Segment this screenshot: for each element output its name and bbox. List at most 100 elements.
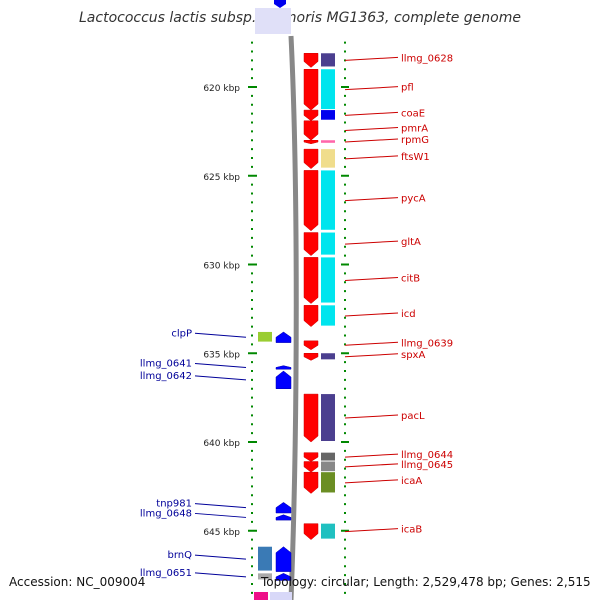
gene-arrow-clpp[interactable] — [275, 331, 292, 343]
cog-box-spxa — [321, 353, 335, 360]
gene-arrow-pyca[interactable] — [303, 170, 319, 232]
minor-dot-right — [344, 591, 346, 594]
gene-label-llmg-0642[interactable]: llmg_0642 — [140, 371, 192, 382]
minor-dot-right — [344, 512, 346, 514]
gene-label-spxa[interactable]: spxA — [401, 350, 425, 361]
gene-arrow-llmg-0641[interactable] — [275, 365, 292, 370]
gene-label-clpp[interactable]: clpP — [171, 328, 192, 339]
faded-feature-bottom — [270, 592, 292, 600]
minor-dot — [251, 520, 253, 523]
gene-label-ftsw1[interactable]: ftsW1 — [401, 152, 430, 163]
gene-arrow-llmg-0639[interactable] — [303, 340, 319, 350]
label-leader — [344, 312, 399, 317]
minor-dot-right — [344, 236, 346, 239]
label-leader — [344, 86, 399, 91]
gene-label-rpmg[interactable]: rpmG — [401, 135, 429, 146]
minor-dot — [251, 139, 253, 142]
gene-label-llmg-0641[interactable]: llmg_0641 — [140, 358, 192, 369]
gene-arrow-tnp981[interactable] — [275, 502, 292, 514]
minor-dot — [251, 219, 253, 222]
gene-label-icd[interactable]: icd — [401, 309, 416, 320]
gene-arrow-icab[interactable] — [303, 523, 319, 540]
label-leader — [344, 138, 399, 143]
cog-box-icab — [321, 523, 335, 539]
minor-dot — [251, 449, 253, 452]
minor-dot-right — [344, 121, 346, 124]
gene-arrow-llmg-0651[interactable] — [275, 573, 292, 581]
gene-label-icab[interactable]: icaB — [401, 525, 422, 536]
gene-arrow-pmra[interactable] — [303, 120, 319, 141]
gene-arrow-brnq[interactable] — [275, 546, 292, 572]
minor-dot-right — [344, 485, 346, 488]
minor-dot — [251, 547, 253, 550]
minor-dot — [251, 423, 253, 426]
tick-label: 645 kbp — [203, 528, 240, 538]
minor-dot-right — [344, 139, 346, 142]
tick-label: 625 kbp — [203, 173, 240, 183]
gene-label-llmg-0639[interactable]: llmg_0639 — [401, 338, 453, 349]
gene-arrow-llmg-0648[interactable] — [275, 514, 292, 521]
minor-dot — [251, 236, 253, 239]
gene-label-llmg-0644[interactable]: llmg_0644 — [401, 450, 453, 461]
minor-dot — [251, 494, 253, 497]
minor-dot-right — [344, 183, 346, 186]
gene-arrow-icaa[interactable] — [303, 471, 319, 494]
cog-box-pacl — [321, 394, 335, 441]
minor-dot-right — [344, 458, 346, 461]
minor-dot-right — [344, 94, 346, 97]
gene-label-pacl[interactable]: pacL — [401, 411, 425, 422]
label-leader — [344, 155, 399, 160]
gene-arrow-llmg-0642[interactable] — [275, 370, 292, 389]
gene-label-pmra[interactable]: pmrA — [401, 123, 428, 134]
minor-dot — [251, 290, 253, 293]
minor-dot-right — [344, 361, 346, 364]
minor-dot — [251, 325, 253, 328]
minor-dot — [251, 183, 253, 186]
gene-label-icaa[interactable]: icaA — [401, 476, 422, 487]
gene-arrow-rpmg[interactable] — [303, 140, 319, 145]
cog-box-pfl — [321, 69, 335, 110]
gene-arrow-glta[interactable] — [303, 232, 319, 256]
minor-dot-right — [344, 201, 346, 204]
minor-dot-right — [344, 476, 346, 479]
minor-dot — [251, 272, 253, 275]
minor-dot-right — [344, 307, 346, 310]
gene-label-glta[interactable]: gltA — [401, 237, 421, 248]
label-leader — [344, 111, 399, 116]
axis-ticks: 620 kbp 625 kbp 630 kbp 635 kbp 640 kbp 645 k… — [203, 84, 349, 538]
minor-dot-right — [344, 343, 346, 346]
gene-label-tnp981[interactable]: tnp981 — [156, 499, 192, 510]
gene-label-brnq[interactable]: brnQ — [168, 550, 193, 561]
gene-label-llmg-0648[interactable]: llmg_0648 — [140, 508, 192, 519]
gene-arrow-coae[interactable] — [303, 109, 319, 122]
label-leader — [344, 463, 399, 468]
gene-arrow-llmg-0628[interactable] — [303, 53, 319, 68]
gene-arrow-citb[interactable] — [303, 257, 319, 304]
minor-dot-right — [344, 103, 346, 106]
gene-label-pfl[interactable]: pfl — [401, 83, 414, 94]
gene-label-llmg-0628[interactable]: llmg_0628 — [401, 53, 453, 64]
minor-dot — [251, 148, 253, 151]
minor-dot — [251, 556, 253, 559]
minor-dot-right — [344, 112, 346, 115]
gene-arrow-llmg-0645[interactable] — [303, 461, 319, 473]
minor-dot-right — [344, 316, 346, 319]
gene-label-pyca[interactable]: pycA — [401, 194, 426, 205]
gene-arrow-llmg-0644[interactable] — [303, 452, 319, 462]
minor-dot — [251, 405, 253, 408]
minor-dot-right — [344, 405, 346, 408]
gene-label-coae[interactable]: coaE — [401, 108, 425, 119]
gene-label-llmg-0645[interactable]: llmg_0645 — [401, 460, 453, 471]
gene-label-citb[interactable]: citB — [401, 273, 420, 284]
label-leader — [344, 528, 399, 533]
minor-dot — [251, 485, 253, 488]
gene-arrow-pacl[interactable] — [303, 393, 319, 443]
gene-arrow-icd[interactable] — [303, 305, 319, 327]
gene-arrow-spxa[interactable] — [303, 353, 319, 361]
gene-arrow-pfl[interactable] — [303, 69, 319, 111]
gene-label-llmg-0651[interactable]: llmg_0651 — [140, 568, 192, 579]
minor-dot-right — [344, 423, 346, 426]
gene-arrow-ftsw1[interactable] — [303, 148, 319, 169]
minor-dot — [251, 254, 253, 257]
